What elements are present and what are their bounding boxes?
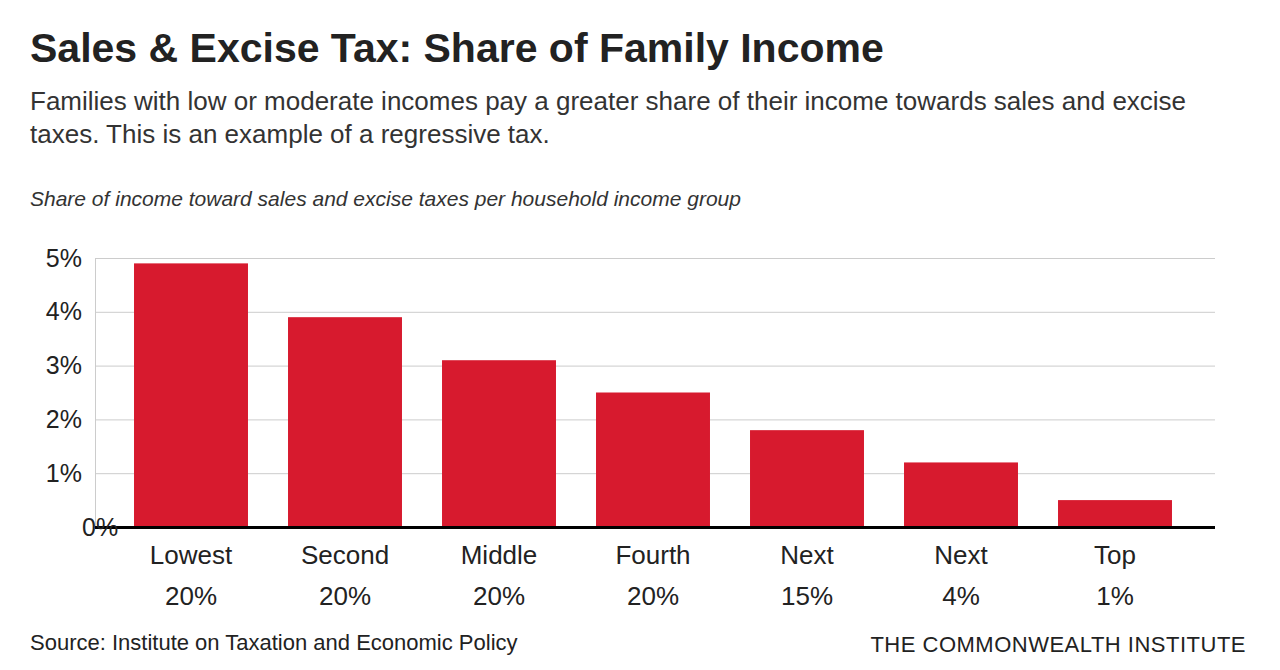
x-tick-label-line: 1%	[1096, 581, 1134, 611]
bar	[750, 430, 864, 527]
x-tick-label-line: 20%	[165, 581, 217, 611]
subtitle: Families with low or moderate incomes pa…	[30, 86, 1186, 149]
x-tick-label: Middle 20%	[461, 540, 538, 611]
credit: THE COMMONWEALTH INSTITUTE	[870, 632, 1246, 657]
baseline-layer: 0%	[82, 513, 1215, 541]
x-tick: Next 4%	[934, 540, 988, 611]
x-tick-label-line: Next	[780, 540, 834, 570]
bar	[904, 462, 1018, 527]
x-tick-label-line: 20%	[627, 581, 679, 611]
x-tick-label: Top 1%	[1094, 540, 1136, 611]
x-tick-label: Next 15%	[780, 540, 834, 611]
x-tick: Lowest 20%	[150, 540, 233, 611]
x-tick-label-line: Second	[301, 540, 389, 570]
y-tick-label: 5%	[46, 244, 82, 272]
bar	[442, 360, 556, 527]
y-tick: 0%	[82, 513, 1215, 541]
x-tick-label-line: Lowest	[150, 540, 233, 570]
bar	[288, 317, 402, 527]
bars	[134, 263, 1172, 527]
chart-svg: Sales & Excise Tax: Share of Family Inco…	[0, 0, 1280, 670]
grid-line	[95, 258, 1215, 259]
grid-line	[95, 312, 1215, 313]
x-tick-label-line: 4%	[942, 581, 980, 611]
x-tick-label: Next 4%	[934, 540, 988, 611]
y-axis: 1% 2% 3% 4% 5%	[46, 244, 1215, 528]
x-tick-label-line: 20%	[473, 581, 525, 611]
bar	[596, 393, 710, 528]
y-axis-label: Share of income toward sales and excise …	[30, 187, 741, 210]
x-axis: Lowest 20% Second 20% Middle 20% Fourth 20% Next…	[150, 540, 1136, 611]
x-tick-label: Second 20%	[301, 540, 389, 611]
bar	[1058, 500, 1172, 527]
x-tick: Fourth 20%	[615, 540, 690, 611]
bar	[134, 263, 248, 527]
x-tick-label-line: Next	[934, 540, 988, 570]
x-tick: Top 1%	[1094, 540, 1136, 611]
x-tick: Second 20%	[301, 540, 389, 611]
x-tick-label-line: Top	[1094, 540, 1136, 570]
source: Source: Institute on Taxation and Econom…	[30, 630, 518, 655]
baseline	[95, 526, 1215, 529]
x-tick-label-line: 20%	[319, 581, 371, 611]
y-axis-line	[95, 259, 96, 528]
y-tick-label: 2%	[46, 405, 82, 433]
chart-container: Sales & Excise Tax: Share of Family Inco…	[0, 0, 1280, 670]
x-tick-label-line: Fourth	[615, 540, 690, 570]
x-tick-label-line: 15%	[781, 581, 833, 611]
grid-line	[95, 366, 1215, 367]
y-tick-label: 4%	[46, 297, 82, 325]
subtitle-line: taxes. This is an example of a regressiv…	[30, 119, 550, 149]
x-tick-label: Lowest 20%	[150, 540, 233, 611]
x-tick: Next 15%	[780, 540, 834, 611]
x-tick-label-line: Middle	[461, 540, 538, 570]
title: Sales & Excise Tax: Share of Family Inco…	[30, 25, 884, 71]
x-tick: Middle 20%	[461, 540, 538, 611]
y-tick-label: 3%	[46, 351, 82, 379]
y-tick-label: 1%	[46, 459, 82, 487]
subtitle-line: Families with low or moderate incomes pa…	[30, 86, 1186, 116]
x-tick-label: Fourth 20%	[615, 540, 690, 611]
y-tick-label: 0%	[82, 513, 118, 541]
